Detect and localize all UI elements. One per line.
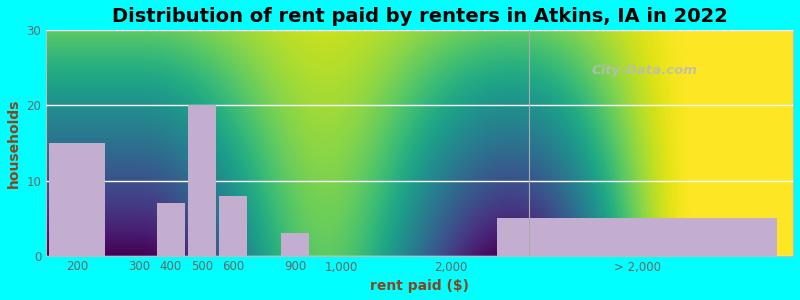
- Bar: [219, 196, 247, 256]
- Text: City-Data.com: City-Data.com: [591, 64, 698, 77]
- Title: Distribution of rent paid by renters in Atkins, IA in 2022: Distribution of rent paid by renters in …: [112, 7, 727, 26]
- Bar: [498, 218, 778, 256]
- Bar: [157, 203, 185, 256]
- Bar: [188, 105, 216, 256]
- Y-axis label: households: households: [7, 98, 21, 188]
- X-axis label: rent paid ($): rent paid ($): [370, 279, 469, 293]
- Bar: [50, 143, 106, 256]
- Bar: [281, 233, 309, 256]
